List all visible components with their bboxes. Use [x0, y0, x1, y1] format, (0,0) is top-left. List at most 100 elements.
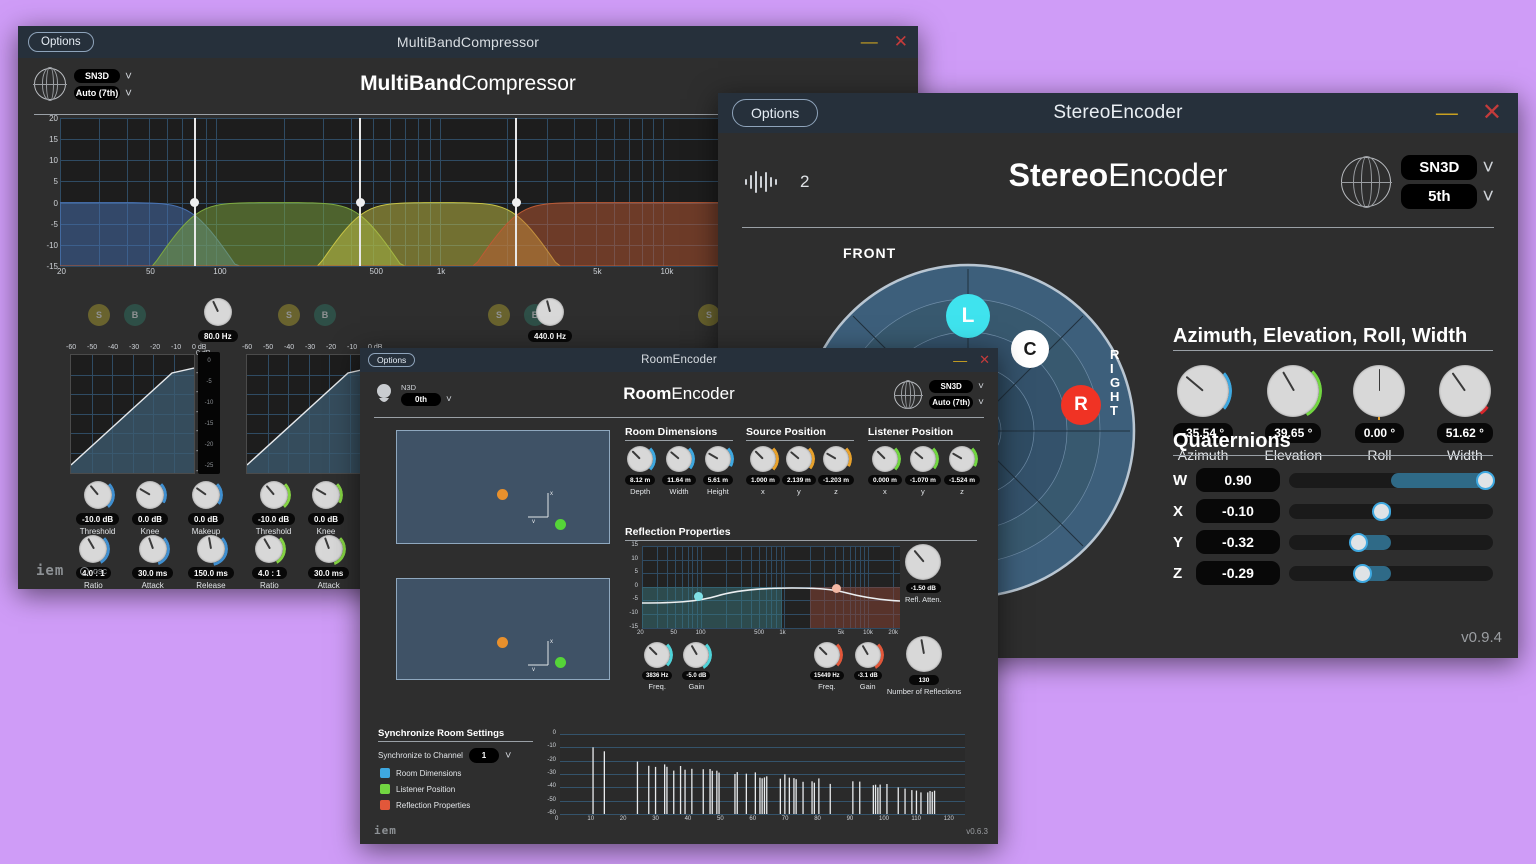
knob[interactable]	[680, 639, 713, 671]
room-dimensions-depth-knob[interactable]: 8.12 m Depth	[624, 443, 657, 496]
minimize-icon[interactable]: —	[953, 352, 968, 368]
knob[interactable]	[135, 532, 170, 566]
crossover-line[interactable]	[193, 118, 196, 266]
knob[interactable]	[1435, 362, 1494, 420]
knob[interactable]	[663, 443, 695, 475]
crossover-knob-2[interactable]: 440.0 Hz	[528, 298, 573, 344]
compressor-curve-1[interactable]	[70, 354, 195, 474]
band-3-solo-button[interactable]: S	[698, 304, 720, 326]
close-icon[interactable]: ✕	[979, 352, 990, 367]
stereo-width-knob[interactable]: 51.62 ° Width	[1435, 362, 1494, 463]
color-swatch[interactable]	[380, 784, 390, 794]
slider-thumb[interactable]	[1371, 501, 1391, 521]
quaternion-slider[interactable]	[1289, 501, 1493, 521]
high-shelf-gain-knob[interactable]: -3.1 dB Gain	[851, 639, 884, 691]
source-dot[interactable]	[497, 637, 508, 648]
low-shelf-handle[interactable]	[694, 592, 703, 601]
crossover-knob-1[interactable]: 80.0 Hz	[198, 298, 238, 344]
impulse-response-graph[interactable]	[560, 734, 965, 815]
minimize-icon[interactable]: —	[860, 32, 878, 51]
listener-position-y-knob[interactable]: -1.070 m y	[904, 443, 941, 496]
band1-threshold-knob[interactable]: -10.0 dB Threshold	[76, 478, 120, 536]
knob[interactable]	[746, 443, 779, 475]
band2-knee-knob[interactable]: 0.0 dB Knee	[308, 478, 345, 536]
knob[interactable]	[624, 443, 657, 475]
crossover-handle[interactable]	[355, 198, 365, 208]
quaternion-row-y[interactable]: Y -0.32	[1173, 530, 1493, 554]
quaternion-row-z[interactable]: Z -0.29	[1173, 561, 1493, 585]
knob[interactable]	[189, 478, 223, 512]
multiband-frequency-graph[interactable]	[60, 118, 740, 267]
room-output-order-select[interactable]: Auto (7th) ˅	[929, 396, 984, 409]
room-dimensions-height-knob[interactable]: 5.61 m Height	[701, 443, 734, 496]
band-1-bypass-button[interactable]: B	[314, 304, 336, 326]
knob[interactable]	[1264, 362, 1323, 420]
slider-thumb[interactable]	[1475, 470, 1495, 490]
knob[interactable]	[851, 639, 884, 671]
multiband-normalization-select[interactable]: SN3D ˅	[74, 68, 132, 83]
band-0-solo-button[interactable]: S	[88, 304, 110, 326]
room-options-button[interactable]: Options	[368, 353, 416, 367]
low-shelf-gain-knob[interactable]: -5.0 dB Gain	[680, 639, 713, 691]
slider-thumb[interactable]	[1349, 532, 1369, 552]
source-position-z-knob[interactable]: -1.203 m z	[817, 443, 854, 496]
listener-position-x-knob[interactable]: 0.000 m x	[868, 443, 902, 496]
knob[interactable]	[1174, 362, 1233, 420]
knob[interactable]	[536, 298, 565, 326]
close-icon[interactable]: ✕	[1481, 99, 1502, 126]
reflection-attenuation-knob[interactable]: -1.50 dB Refl. Atten.	[905, 544, 942, 604]
chevron-down-icon[interactable]: ˅	[504, 749, 512, 762]
band1-attack-knob[interactable]: 30.0 ms Attack	[132, 532, 174, 590]
knob[interactable]	[701, 443, 734, 475]
knob[interactable]	[311, 532, 346, 566]
knob[interactable]	[133, 478, 167, 512]
stereo-options-button[interactable]: Options	[732, 99, 819, 127]
crossover-handle[interactable]	[511, 198, 521, 208]
high-shelf-handle[interactable]	[832, 584, 841, 593]
number-of-reflections-knob[interactable]: 130 Number of Reflections	[860, 636, 988, 696]
listener-position-z-knob[interactable]: -1.524 m z	[943, 443, 980, 496]
listener-dot[interactable]	[555, 657, 566, 668]
knob[interactable]	[252, 532, 287, 566]
band1-makeup-knob[interactable]: 0.0 dB Makeup	[188, 478, 225, 536]
source-dot[interactable]	[497, 489, 508, 500]
sync-channel-row[interactable]: Synchronize to Channel 1 ˅	[378, 748, 511, 763]
crossover-line[interactable]	[359, 118, 362, 266]
sync-checkbox-room-dimensions[interactable]: Room Dimensions	[380, 768, 461, 778]
knob[interactable]	[945, 443, 978, 475]
low-shelf-freq-knob[interactable]: 3836 Hz Freq.	[641, 639, 674, 691]
knob[interactable]	[1350, 362, 1409, 420]
polar-point-r[interactable]: R	[1061, 385, 1101, 425]
stereo-normalization-select[interactable]: SN3D ˅	[1401, 155, 1494, 180]
band1-ratio-knob[interactable]: 4.0 : 1 Ratio	[76, 532, 111, 590]
crossover-handle[interactable]	[190, 198, 200, 208]
knob[interactable]	[309, 478, 343, 512]
high-shelf-freq-knob[interactable]: 15449 Hz Freq.	[810, 639, 844, 691]
band2-attack-knob[interactable]: 30.0 ms Attack	[308, 532, 350, 590]
knob[interactable]	[256, 478, 291, 512]
band-0-bypass-button[interactable]: B	[124, 304, 146, 326]
band-1-solo-button[interactable]: S	[278, 304, 300, 326]
knob[interactable]	[641, 639, 674, 671]
quaternion-slider[interactable]	[1289, 563, 1493, 583]
reflection-eq-graph[interactable]	[642, 546, 900, 629]
band-2-solo-button[interactable]: S	[488, 304, 510, 326]
listener-dot[interactable]	[555, 519, 566, 530]
polar-point-c[interactable]: C	[1011, 330, 1049, 368]
knob[interactable]	[810, 639, 843, 671]
multiband-format-selectors[interactable]: SN3D ˅ Auto (7th) ˅	[74, 68, 132, 100]
sync-checkbox-listener-position[interactable]: Listener Position	[380, 784, 455, 794]
quaternion-row-w[interactable]: W 0.90	[1173, 468, 1495, 492]
sync-checkbox-reflection-properties[interactable]: Reflection Properties	[380, 800, 470, 810]
color-swatch[interactable]	[380, 768, 390, 778]
compressor-curve-2[interactable]	[246, 354, 371, 474]
quaternion-slider[interactable]	[1289, 470, 1495, 490]
close-icon[interactable]: ✕	[893, 32, 908, 51]
room-output-normalization-select[interactable]: SN3D ˅	[929, 380, 984, 393]
room-input-order-select[interactable]: 0th ˅	[401, 393, 452, 406]
source-position-x-knob[interactable]: 1.000 m x	[746, 443, 780, 496]
room-dimensions-width-knob[interactable]: 11.64 m Width	[662, 443, 696, 496]
slider-thumb[interactable]	[1353, 563, 1373, 583]
color-swatch[interactable]	[380, 800, 390, 810]
